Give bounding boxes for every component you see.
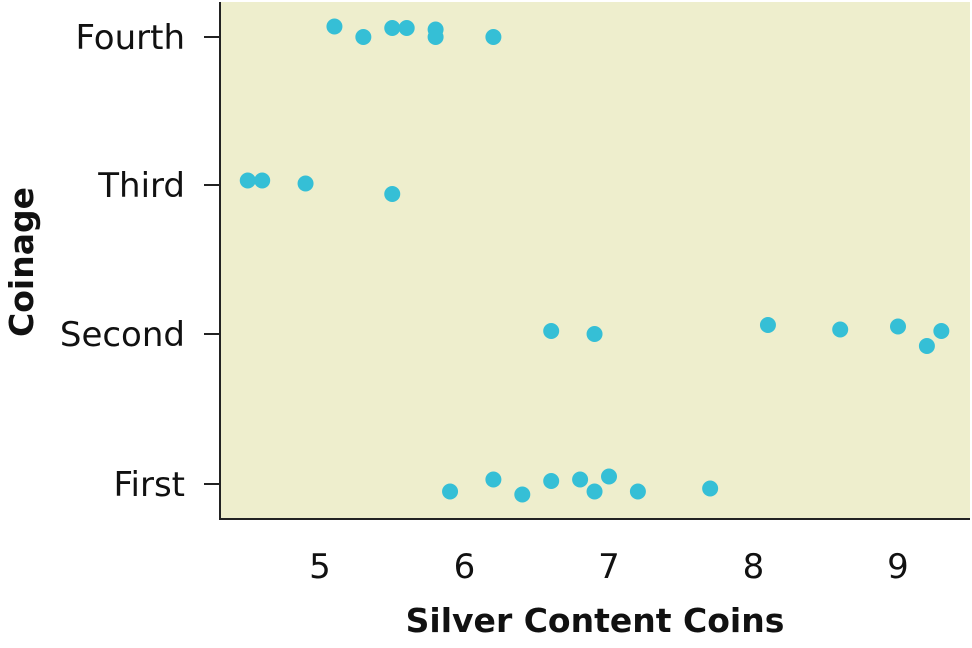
data-point-first bbox=[601, 468, 617, 485]
data-points bbox=[239, 18, 950, 503]
x-tick-label: 8 bbox=[743, 547, 765, 587]
y-tick-label: Third bbox=[97, 166, 185, 206]
data-point-fourth bbox=[485, 29, 502, 45]
y-tick-label: First bbox=[113, 465, 185, 505]
data-point-third bbox=[254, 172, 271, 189]
data-point-fourth bbox=[427, 29, 444, 45]
data-point-second bbox=[759, 317, 776, 333]
y-tick-label: Second bbox=[60, 315, 185, 355]
data-point-first bbox=[586, 483, 603, 500]
data-point-fourth bbox=[326, 18, 343, 35]
data-point-first bbox=[442, 483, 459, 500]
data-point-first bbox=[543, 473, 560, 489]
data-point-second bbox=[890, 318, 906, 335]
data-point-first bbox=[485, 471, 502, 488]
x-axis-title: Silver Content Coins bbox=[406, 601, 785, 640]
data-point-second bbox=[586, 326, 603, 342]
x-tick-label: 5 bbox=[309, 547, 331, 587]
x-axis-ticks: 5 6 7 8 9 bbox=[309, 547, 909, 587]
data-point-first bbox=[572, 471, 589, 488]
data-point-first bbox=[514, 486, 531, 503]
y-axis-ticks: First Second Third Fourth bbox=[60, 18, 220, 505]
data-point-fourth bbox=[398, 20, 415, 36]
data-point-first bbox=[702, 480, 719, 497]
data-point-third bbox=[384, 186, 401, 202]
data-point-third bbox=[239, 172, 256, 189]
x-tick-label: 6 bbox=[454, 547, 476, 587]
data-point-first bbox=[629, 483, 646, 500]
x-tick-label: 7 bbox=[598, 547, 620, 587]
data-point-third bbox=[297, 175, 314, 192]
data-point-fourth bbox=[384, 20, 401, 36]
y-tick-label: Fourth bbox=[75, 18, 185, 58]
data-point-second bbox=[933, 323, 950, 339]
plot-background bbox=[220, 2, 970, 519]
y-axis-title: Coinage bbox=[2, 187, 41, 337]
data-point-second bbox=[832, 321, 849, 338]
x-tick-label: 9 bbox=[887, 547, 909, 587]
data-point-second bbox=[543, 323, 560, 339]
data-point-fourth bbox=[355, 29, 372, 45]
data-point-second bbox=[918, 338, 935, 354]
